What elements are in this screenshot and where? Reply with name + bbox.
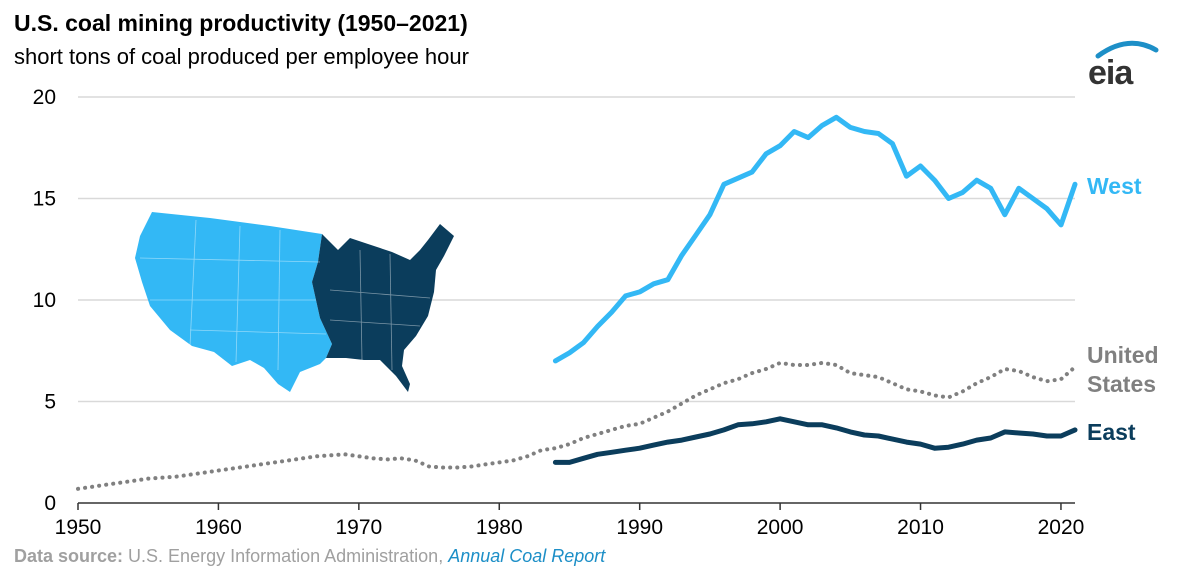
y-tick-label: 20 — [33, 86, 56, 109]
x-tick-label: 2010 — [897, 516, 944, 539]
series-label: West — [1087, 173, 1142, 199]
series-label: East — [1087, 419, 1136, 445]
map-state-borders — [139, 219, 431, 371]
x-tick-label: 2000 — [757, 516, 804, 539]
source-text: U.S. Energy Information Administration, — [123, 546, 449, 566]
chart-subtitle: short tons of coal produced per employee… — [14, 44, 469, 69]
map-east-region — [312, 224, 454, 392]
x-tick-label: 2020 — [1038, 516, 1085, 539]
data-source: Data source: U.S. Energy Information Adm… — [14, 546, 605, 567]
series-label: United — [1087, 342, 1159, 368]
series-lines — [76, 114, 1078, 491]
series-labels: West United States East — [1087, 173, 1159, 445]
x-tick-label: 1960 — [195, 516, 242, 539]
us-region-map — [135, 212, 454, 392]
eia-logo: eia — [1088, 36, 1168, 92]
series-label: States — [1087, 371, 1156, 397]
logo-text: eia — [1088, 54, 1133, 92]
x-tick-label: 1950 — [55, 516, 102, 539]
y-tick-label: 5 — [44, 391, 56, 414]
y-tick-label: 15 — [33, 188, 56, 211]
series-line-east — [552, 416, 1078, 465]
x-axis: 1950 1960 1970 1980 1990 2000 2010 2020 — [55, 502, 1085, 539]
chart-title: U.S. coal mining productivity (1950–2021… — [14, 10, 468, 36]
x-tick-label: 1980 — [476, 516, 523, 539]
series-line-united-states — [76, 360, 1077, 491]
logo-swoosh-icon — [1095, 40, 1159, 59]
y-tick-label: 10 — [33, 289, 56, 312]
x-tick-label: 1970 — [335, 516, 382, 539]
series-line-west — [552, 114, 1078, 364]
y-tick-label: 0 — [44, 492, 56, 515]
source-label: Data source: — [14, 546, 124, 566]
map-west-region — [135, 212, 332, 392]
source-report-link[interactable]: Annual Coal Report — [448, 546, 606, 566]
x-tick-label: 1990 — [616, 516, 663, 539]
